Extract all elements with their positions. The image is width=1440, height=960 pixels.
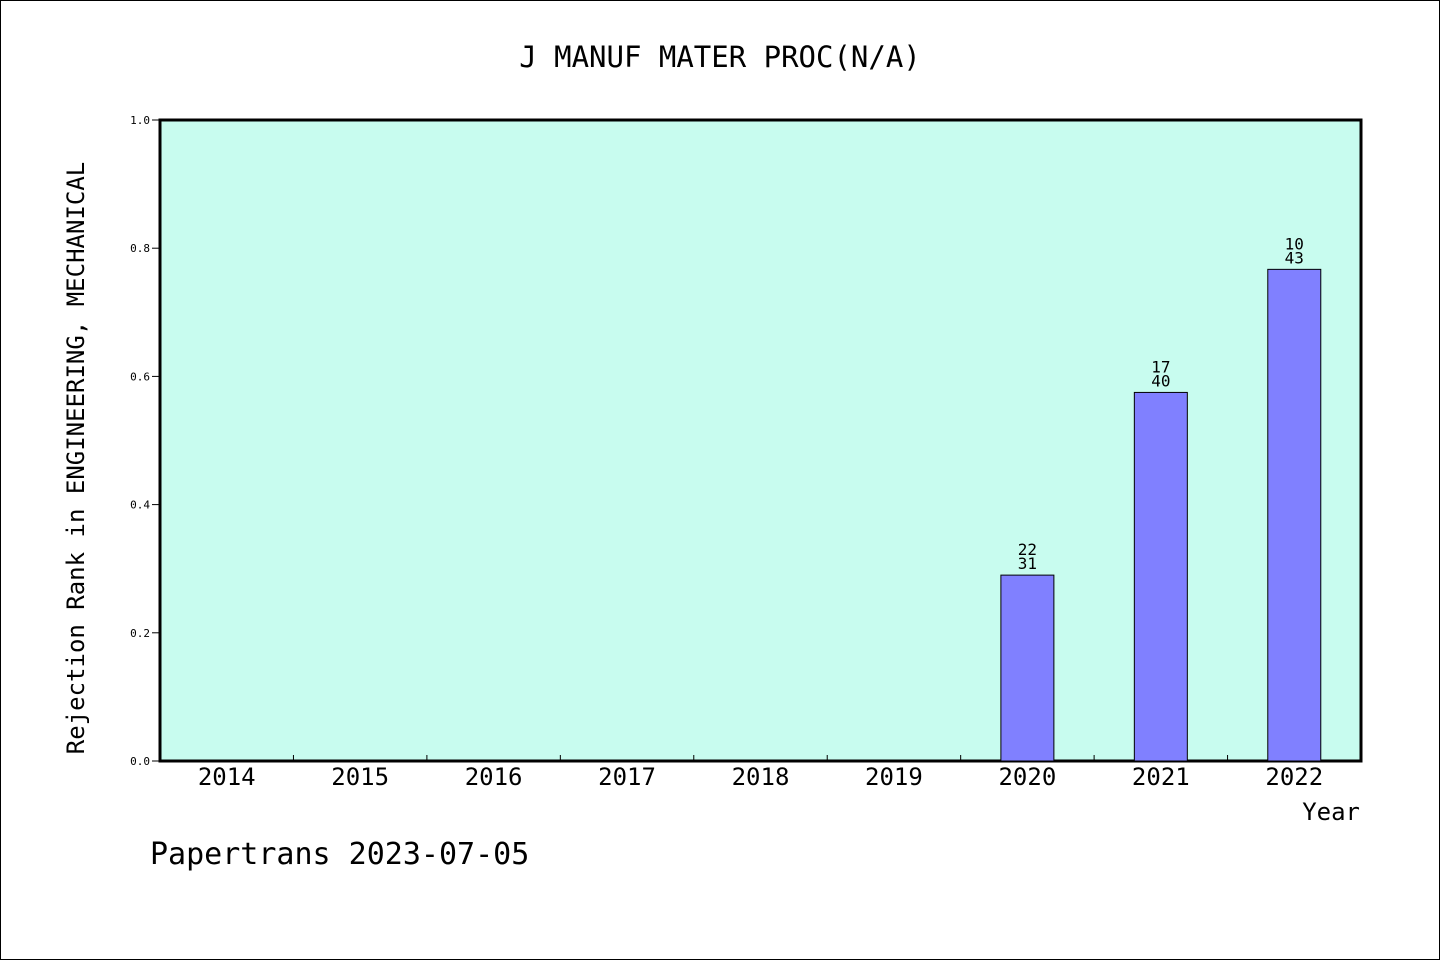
- x-tick-label-2020: 2020: [998, 763, 1056, 791]
- y-axis-label: Rejection Rank in ENGINEERING, MECHANICA…: [62, 162, 90, 754]
- bar-label-2020-2: 31: [1018, 554, 1037, 573]
- bar-2022: [1267, 268, 1322, 762]
- chart-title: J MANUF MATER PROC(N/A): [519, 40, 921, 74]
- bar-label-2020-1: 22: [1018, 540, 1037, 559]
- y-tick-label-0.0: 0.0: [130, 755, 150, 768]
- y-tick-label-0.2: 0.2: [130, 627, 150, 640]
- x-tick-label-2017: 2017: [598, 763, 656, 791]
- bar-label-2021-2: 40: [1151, 371, 1170, 390]
- x-tick-label-2019: 2019: [865, 763, 923, 791]
- footer-credit: Papertrans 2023-07-05: [150, 837, 529, 872]
- x-tick-label-2016: 2016: [465, 763, 523, 791]
- y-tick-label-1.0: 1.0: [130, 114, 150, 127]
- x-tick-label-2014: 2014: [198, 763, 256, 791]
- y-tick-label-0.8: 0.8: [130, 242, 150, 255]
- x-tick-label-2022: 2022: [1265, 763, 1323, 791]
- x-tick-label-2015: 2015: [331, 763, 389, 791]
- y-tick-label-0.6: 0.6: [130, 370, 150, 383]
- x-tick-label-2018: 2018: [732, 763, 790, 791]
- bar-label-2022-2: 43: [1285, 248, 1304, 267]
- y-tick-label-0.4: 0.4: [130, 499, 150, 512]
- bar-label-2021-1: 17: [1151, 357, 1170, 376]
- x-tick-label-2021: 2021: [1132, 763, 1190, 791]
- x-axis-label: Year: [1302, 798, 1360, 826]
- bar-2021: [1133, 391, 1188, 762]
- bar-label-2022-1: 10: [1285, 234, 1304, 253]
- bar-2020: [1000, 574, 1055, 762]
